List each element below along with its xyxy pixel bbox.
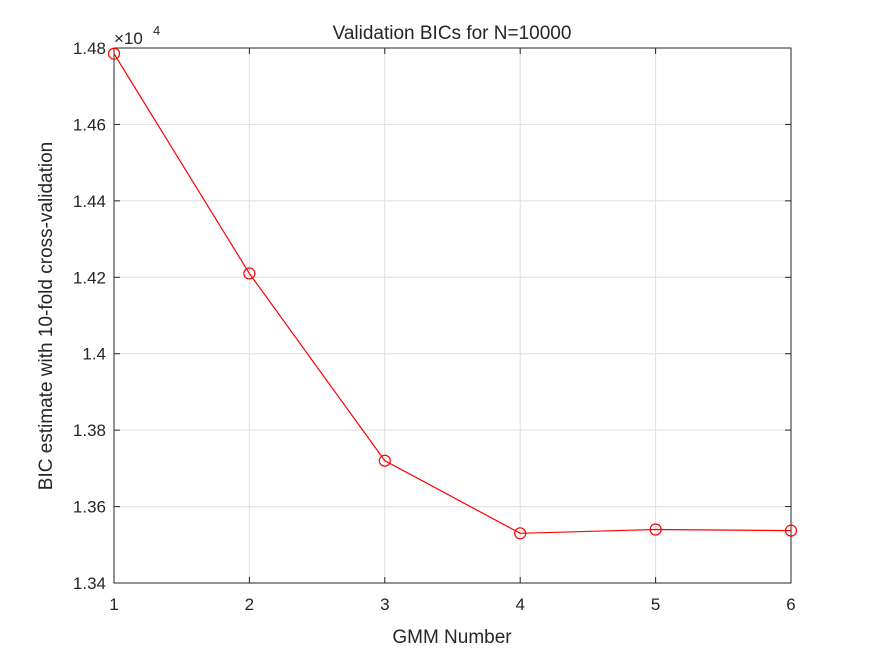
x-tick-label: 2	[245, 595, 254, 614]
data-point-marker	[649, 523, 662, 536]
axes-box	[113, 47, 792, 584]
y-tick-label: 1.36	[73, 498, 106, 517]
plot-area	[114, 48, 791, 583]
y-exponent-base: ×10	[114, 29, 143, 48]
data-point-marker	[107, 47, 121, 60]
x-tick-label: 1	[109, 595, 118, 614]
x-axis-label: GMM Number	[392, 627, 512, 648]
y-tick-label: 1.38	[73, 421, 106, 440]
ticks: 1 2 3 4 5 6 1.34 1.36 1.38 1.4 1.42 1.44 1.46 1.48	[73, 39, 796, 614]
y-tick-label: 1.34	[73, 574, 106, 593]
data-point-marker	[243, 267, 256, 280]
x-tick-label: 3	[380, 595, 389, 614]
y-tick-label: 1.4	[82, 345, 106, 364]
y-tick-label: 1.46	[73, 115, 106, 134]
y-tick-label: 1.48	[73, 39, 106, 58]
data-point-marker	[378, 454, 391, 467]
chart-title: Validation BICs for N=10000	[333, 23, 572, 44]
y-tick-label: 1.42	[73, 268, 106, 287]
x-tick-label: 6	[786, 595, 795, 614]
data-point-marker	[514, 527, 527, 540]
data-point-marker	[784, 524, 798, 537]
x-tick-label: 4	[515, 595, 524, 614]
series-line	[113, 53, 792, 534]
data-series	[107, 47, 798, 540]
x-tick-label: 5	[651, 595, 660, 614]
y-tick-label: 1.44	[73, 192, 106, 211]
y-axis-label: BIC estimate with 10-fold cross-validati…	[36, 142, 57, 490]
y-exponent-power: 4	[153, 23, 160, 38]
